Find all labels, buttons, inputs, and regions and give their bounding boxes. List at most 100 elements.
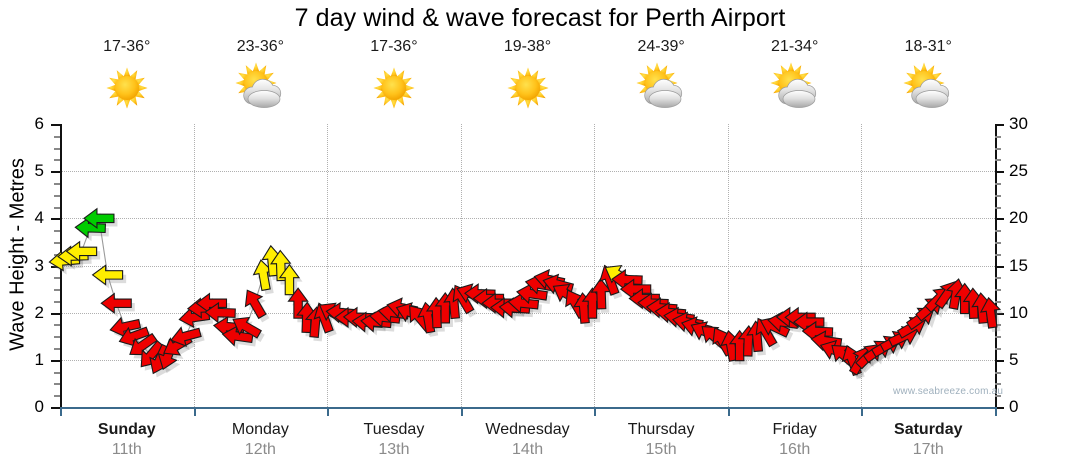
x-axis-tick — [193, 407, 196, 416]
left-axis-tick — [51, 124, 60, 126]
weather-icon-sunny — [366, 60, 422, 116]
partly-cloudy-icon — [903, 62, 950, 108]
left-axis-minor-tick — [54, 241, 60, 244]
weather-icon-partly-cloudy — [900, 60, 956, 116]
left-axis-tick-label: 6 — [34, 114, 44, 133]
day-header-sunday: 17-36° — [60, 36, 194, 122]
weather-icon-partly-cloudy — [633, 60, 689, 116]
left-axis-minor-tick — [54, 147, 60, 150]
horizontal-gridline — [60, 265, 995, 267]
right-axis-minor-tick — [995, 348, 1001, 351]
left-axis-tick — [51, 359, 60, 362]
day-footer-thursday: Thursday 15th — [594, 420, 728, 470]
day-footer-monday: Monday 12th — [194, 420, 328, 470]
day-name: Wednesday — [485, 421, 570, 438]
temperature-range: 17-36° — [103, 38, 151, 55]
day-separator-gridline — [327, 124, 329, 407]
left-axis-minor-tick — [54, 253, 60, 256]
day-separator-gridline — [727, 124, 729, 407]
left-axis-tick — [51, 218, 60, 221]
right-axis-tick — [995, 359, 1004, 362]
horizontal-gridline — [60, 312, 995, 314]
x-axis-tick — [727, 407, 730, 416]
x-axis-tick — [995, 407, 997, 416]
left-axis-minor-tick — [54, 277, 60, 280]
right-axis-minor-tick — [995, 300, 1001, 303]
day-separator-gridline — [861, 124, 863, 407]
left-axis-minor-tick — [54, 336, 60, 339]
day-separator-gridline — [594, 124, 596, 407]
right-axis-tick-label: 20 — [1009, 208, 1028, 228]
day-date: 11th — [111, 441, 142, 458]
temperature-range: 24-39° — [637, 38, 685, 55]
day-name: Monday — [231, 421, 289, 438]
right-axis-tick — [995, 218, 1004, 221]
x-axis-tick — [60, 407, 62, 416]
right-axis-minor-tick — [995, 147, 1001, 150]
right-axis-minor-tick — [995, 241, 1001, 244]
right-axis-minor-tick — [995, 371, 1001, 374]
day-header-monday: 23-36° — [194, 36, 328, 122]
right-axis-tick-label: 30 — [1009, 114, 1028, 133]
left-axis-tick — [51, 171, 60, 174]
left-axis-minor-tick — [54, 300, 60, 303]
plot-area — [60, 124, 995, 407]
day-date: 14th — [511, 441, 544, 458]
right-axis-tick-label: 0 — [1009, 397, 1019, 416]
page-title: 7 day wind & wave forecast for Perth Air… — [294, 4, 786, 32]
sunny-icon — [507, 67, 549, 109]
left-axis-tick — [51, 265, 60, 268]
left-axis-minor-tick — [54, 182, 60, 185]
right-axis-tick — [995, 265, 1004, 268]
weather-icon-sunny — [99, 60, 155, 116]
left-axis-minor-tick — [54, 371, 60, 374]
left-axis-minor-tick — [54, 383, 60, 386]
day-name: Friday — [772, 421, 817, 438]
left-axis-tick-label: 4 — [34, 208, 44, 228]
temperature-range: 19-38° — [503, 38, 552, 55]
right-axis-minor-tick — [995, 230, 1001, 233]
weather-icon-sunny — [500, 60, 556, 116]
left-axis-title: Wave Height - Metres — [6, 158, 29, 351]
left-axis-minor-tick — [54, 159, 60, 162]
x-axis-tick — [460, 407, 463, 416]
left-axis-tick-label: 2 — [34, 302, 44, 322]
day-header-thursday: 24-39° — [594, 36, 728, 122]
partly-cloudy-icon — [235, 62, 282, 108]
weather-icon-partly-cloudy — [767, 60, 823, 116]
right-axis-minor-tick — [995, 182, 1001, 185]
left-axis-minor-tick — [54, 289, 60, 292]
left-axis-tick-label: 3 — [34, 255, 44, 275]
right-axis-tick — [995, 407, 1004, 409]
day-footer-saturday: Saturday 17th — [861, 420, 995, 470]
partly-cloudy-icon — [636, 62, 683, 108]
day-name: Saturday — [894, 421, 963, 438]
left-axis-minor-tick — [54, 206, 60, 209]
x-axis-baseline — [60, 407, 996, 409]
left-axis-minor-tick — [54, 194, 60, 197]
right-axis-tick-label: 25 — [1009, 161, 1028, 181]
temperature-range: 21-34° — [771, 38, 819, 55]
left-axis-minor-tick — [54, 230, 60, 233]
weather-icon-partly-cloudy — [232, 60, 288, 116]
right-axis-tick-label: 15 — [1009, 255, 1028, 275]
day-separator-gridline — [460, 124, 462, 407]
horizontal-gridline — [60, 171, 995, 173]
x-axis-tick — [327, 407, 330, 416]
right-axis-minor-tick — [995, 194, 1001, 197]
day-footer-wednesday: Wednesday 14th — [461, 420, 595, 470]
right-axis-minor-tick — [995, 383, 1001, 386]
temperature-range: 17-36° — [370, 38, 418, 55]
left-axis-tick-label: 1 — [34, 349, 44, 369]
right-axis-tick-label: 10 — [1009, 302, 1028, 322]
day-footer-sunday: Sunday 11th — [60, 420, 194, 470]
left-axis-tick-label: 0 — [34, 397, 44, 416]
day-header-wednesday: 19-38° — [461, 36, 595, 122]
day-name: Thursday — [627, 421, 695, 438]
right-axis-tick — [995, 171, 1004, 174]
day-footer-strip: Sunday 11th Monday 12th Tuesday 13th Wednesday… — [60, 420, 995, 470]
left-axis-spine — [60, 124, 62, 407]
right-axis-minor-tick — [995, 289, 1001, 292]
left-axis-minor-tick — [54, 395, 60, 398]
x-axis-tick — [594, 407, 597, 416]
